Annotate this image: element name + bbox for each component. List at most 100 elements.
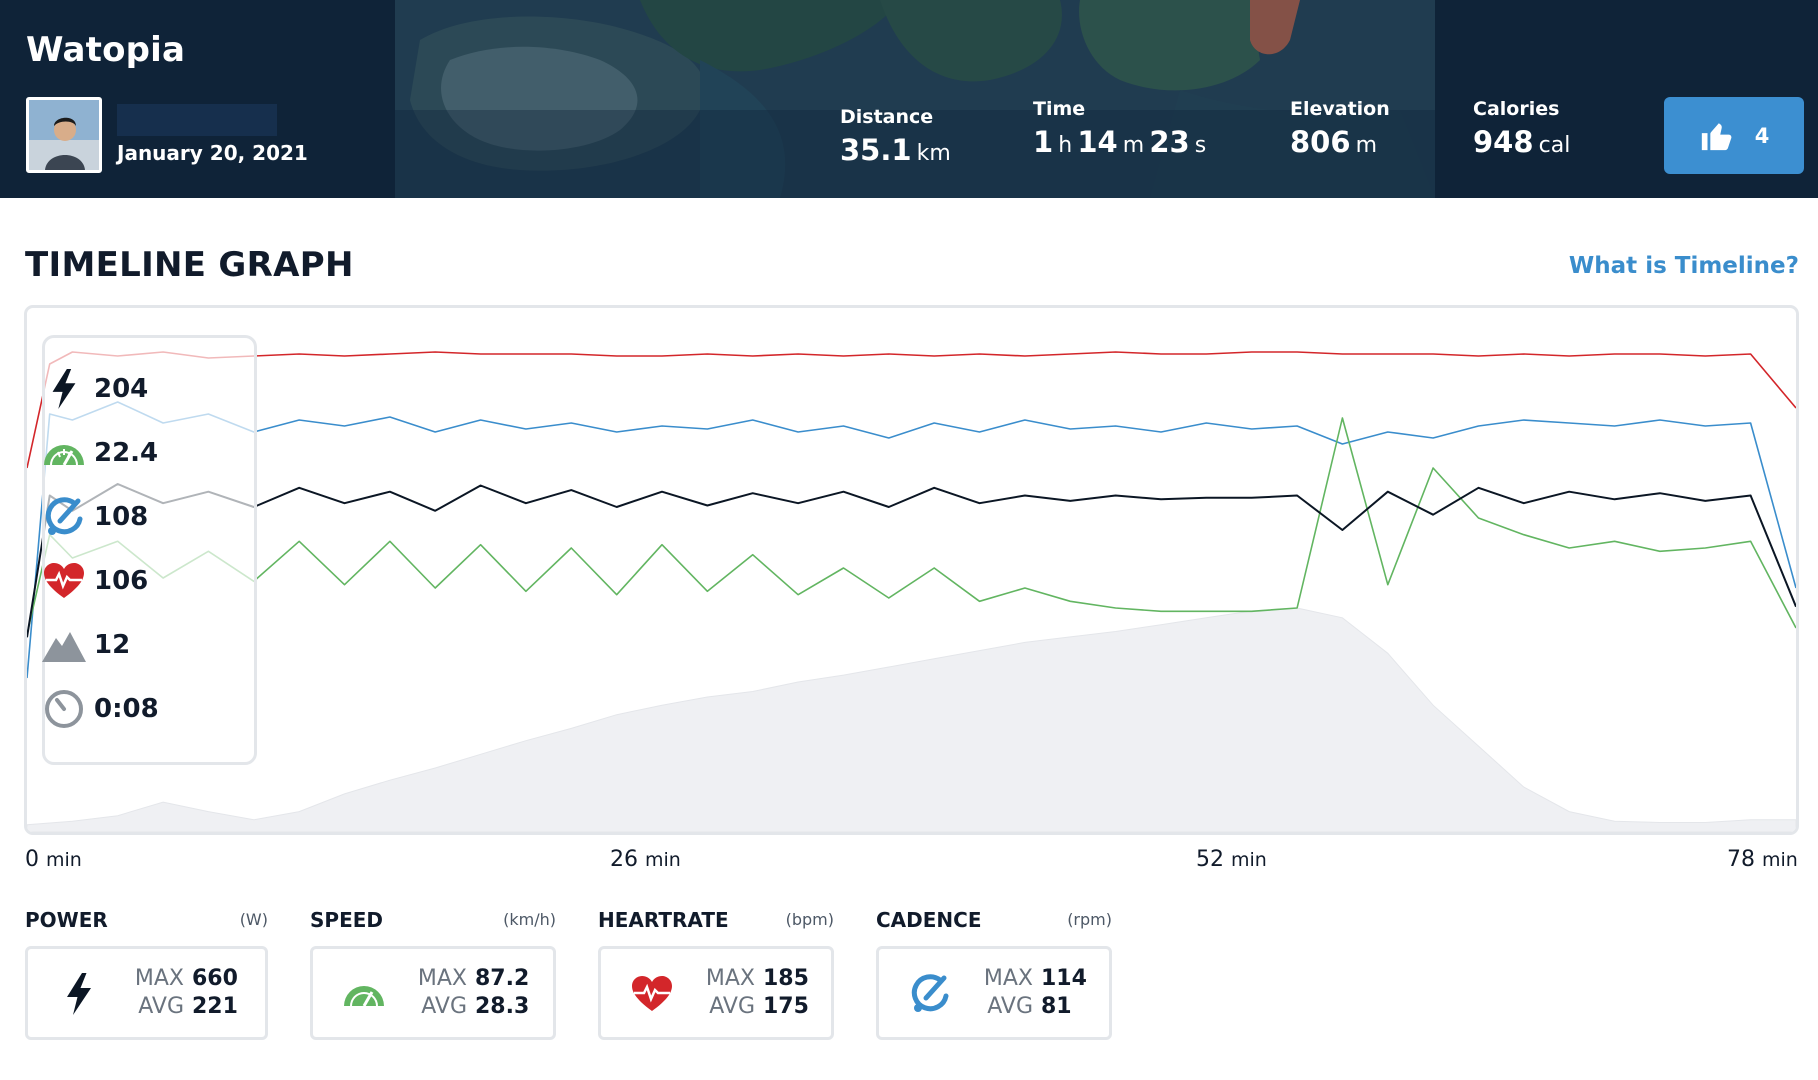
world-title: Watopia <box>26 30 186 70</box>
x-tick-0: 0 min <box>25 847 82 872</box>
stat-calories-label: Calories <box>1473 98 1560 120</box>
metric-power: POWER (W) MAX 660 AVG 221 <box>25 908 268 1040</box>
metric-heartrate: HEARTRATE (bpm) MAX 185 AVG 175 <box>598 908 834 1040</box>
cadence-icon <box>907 971 953 1017</box>
metric-heartrate-card[interactable]: MAX 185 AVG 175 <box>598 946 834 1040</box>
mountain-icon <box>42 625 86 665</box>
stat-calories-unit: cal <box>1538 133 1571 158</box>
x-tick-26-unit: min <box>645 849 681 871</box>
metric-cadence-card[interactable]: MAX 114 AVG 81 <box>876 946 1112 1040</box>
avatar[interactable] <box>26 97 102 173</box>
readout-time-value: 0:08 <box>94 694 159 724</box>
readout-heartrate: 106 <box>42 561 148 601</box>
series-heartrate-line <box>27 351 1796 469</box>
readout-heartrate-value: 106 <box>94 566 149 596</box>
metric-heartrate-max-label: MAX <box>705 966 755 991</box>
stat-time-label: Time <box>1033 98 1086 120</box>
x-tick-0-unit: min <box>46 849 82 871</box>
x-tick-52: 52 min <box>1196 847 1267 872</box>
stat-distance-value: 35.1 <box>840 133 912 167</box>
x-tick-26-value: 26 <box>610 847 638 872</box>
cadence-icon <box>42 497 86 537</box>
x-tick-78: 78 min <box>1727 847 1798 872</box>
stat-distance-unit: km <box>916 141 951 166</box>
x-tick-78-unit: min <box>1762 849 1798 871</box>
stat-distance-label: Distance <box>840 106 934 128</box>
speedometer-icon <box>341 971 387 1017</box>
readout-speed-value: 22.4 <box>94 438 159 468</box>
metric-speed-unit: (km/h) <box>503 910 556 929</box>
readout-power-value: 204 <box>94 374 149 404</box>
stat-time-hours: 1 <box>1033 125 1054 159</box>
stat-time-minutes-unit: m <box>1122 133 1145 158</box>
heart-icon <box>42 561 86 601</box>
metric-power-card[interactable]: MAX 660 AVG 221 <box>25 946 268 1040</box>
series-elevation-line <box>27 607 1796 832</box>
lightning-icon <box>56 971 102 1017</box>
readout-cadence-value: 108 <box>94 502 149 532</box>
metric-heartrate-avg: 175 <box>763 994 809 1019</box>
heart-icon <box>629 971 675 1017</box>
stat-elevation-label: Elevation <box>1290 98 1390 120</box>
metric-speed: SPEED (km/h) MAX 87.2 AVG 28.3 <box>310 908 556 1040</box>
stat-time-seconds-unit: s <box>1194 133 1207 158</box>
timeline-chart-svg[interactable] <box>27 308 1796 832</box>
stat-elevation-unit: m <box>1355 133 1378 158</box>
readout-speed: 22.4 <box>42 433 158 473</box>
world-map-background <box>0 0 1818 198</box>
stat-distance: Distance 35.1 km <box>840 106 951 167</box>
metric-speed-avg-label: AVG <box>421 994 467 1019</box>
readout-cadence: 108 <box>42 497 148 537</box>
section-title: TIMELINE GRAPH <box>25 245 354 285</box>
metric-heartrate-name: HEARTRATE <box>598 908 729 932</box>
x-tick-0-value: 0 <box>25 847 39 872</box>
series-cadence-line <box>27 401 1796 679</box>
x-tick-52-value: 52 <box>1196 847 1224 872</box>
stat-elevation: Elevation 806 m <box>1290 98 1390 159</box>
stat-calories-value: 948 <box>1473 125 1534 159</box>
readout-power: 204 <box>42 369 148 409</box>
stat-calories: Calories 948 cal <box>1473 98 1570 159</box>
metric-power-unit: (W) <box>239 910 268 929</box>
ride-on-button[interactable]: 4 <box>1664 97 1804 174</box>
metric-speed-name: SPEED <box>310 908 383 932</box>
metric-power-avg: 221 <box>192 994 238 1019</box>
readout-elevation-value: 12 <box>94 630 131 660</box>
metric-heartrate-max: 185 <box>763 966 809 991</box>
metric-power-max: 660 <box>192 966 238 991</box>
metric-power-name: POWER <box>25 908 108 932</box>
stat-time-seconds: 23 <box>1149 125 1190 159</box>
metric-speed-card[interactable]: MAX 87.2 AVG 28.3 <box>310 946 556 1040</box>
readout-elevation: 12 <box>42 625 130 665</box>
speedometer-icon <box>42 433 86 473</box>
metric-cadence: CADENCE (rpm) MAX 114 AVG 81 <box>876 908 1112 1040</box>
series-power-line <box>27 483 1796 638</box>
stat-time-hours-unit: h <box>1058 133 1073 158</box>
metric-speed-max: 87.2 <box>475 966 530 991</box>
x-tick-78-value: 78 <box>1727 847 1755 872</box>
metric-cadence-avg-label: AVG <box>987 994 1033 1019</box>
thumbs-up-icon <box>1701 122 1732 150</box>
x-tick-26: 26 min <box>610 847 681 872</box>
lightning-icon <box>42 369 86 409</box>
metric-cadence-max: 114 <box>1041 966 1087 991</box>
stat-time-minutes: 14 <box>1077 125 1118 159</box>
readout-time: 0:08 <box>42 689 159 729</box>
rider-name-redacted <box>117 104 277 136</box>
timeline-chart[interactable] <box>24 305 1799 835</box>
metric-speed-max-label: MAX <box>417 966 467 991</box>
ride-date: January 20, 2021 <box>117 141 308 165</box>
metric-power-max-label: MAX <box>134 966 184 991</box>
metric-power-avg-label: AVG <box>138 994 184 1019</box>
metric-heartrate-unit: (bpm) <box>785 910 834 929</box>
timeline-readout-panel <box>42 335 257 765</box>
metric-cadence-max-label: MAX <box>983 966 1033 991</box>
avatar-image <box>29 100 99 170</box>
series-speed-line <box>27 417 1796 635</box>
x-tick-52-unit: min <box>1231 849 1267 871</box>
metric-cadence-avg: 81 <box>1041 994 1072 1019</box>
metric-speed-avg: 28.3 <box>475 994 530 1019</box>
metric-cadence-unit: (rpm) <box>1067 910 1112 929</box>
timeline-help-link[interactable]: What is Timeline? <box>1568 253 1799 279</box>
metric-heartrate-avg-label: AVG <box>709 994 755 1019</box>
